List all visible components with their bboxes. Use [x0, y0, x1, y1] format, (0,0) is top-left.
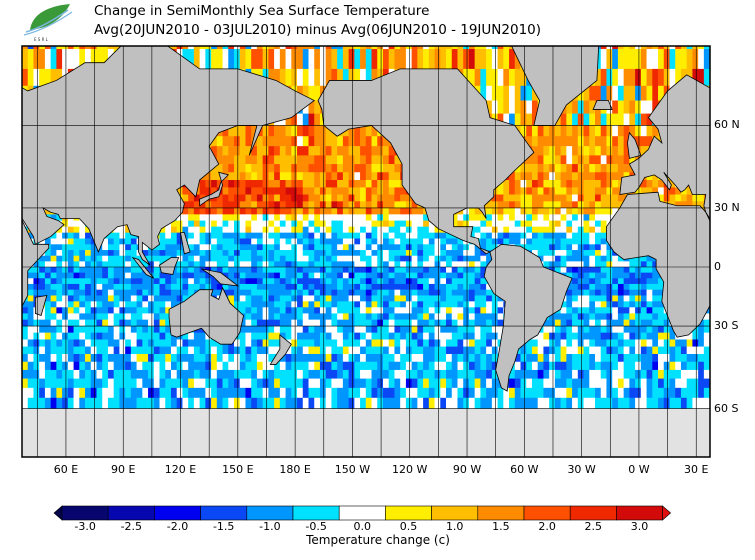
colorbar-tick-label: 0.0: [353, 520, 372, 533]
colorbar-tick-label: -3.0: [74, 520, 96, 533]
sst-change-map: [21, 45, 711, 458]
colorbar-swatch: [338, 505, 386, 521]
colorbar-swatch: [107, 505, 155, 521]
colorbar-swatch: [154, 505, 201, 521]
colorbar-tick-label: 2.0: [538, 520, 556, 533]
lon-label: 90 E: [110, 463, 136, 476]
colorbar-under-arrow: [53, 505, 63, 521]
lat-label: 30 N: [714, 200, 740, 214]
colorbar-tick-label: -0.5: [305, 520, 327, 533]
colorbar-tick-label: 3.0: [630, 520, 649, 533]
lat-label: 60 N: [714, 118, 740, 132]
colorbar-tick-label: 1.0: [445, 520, 464, 533]
lon-label: 30 W: [567, 463, 596, 476]
colorbar-swatch: [477, 505, 525, 521]
lat-label: 0: [714, 260, 721, 273]
lon-label: 120 E: [164, 463, 197, 476]
colorbar-swatch: [200, 505, 248, 521]
colorbar-tick-label: -2.0: [166, 520, 189, 533]
lon-label: 60 W: [510, 463, 539, 476]
colorbar-swatch: [569, 505, 617, 521]
colorbar-swatch: [246, 505, 294, 521]
colorbar-swatch: [523, 505, 571, 521]
lon-label: 180 E: [279, 463, 311, 476]
colorbar-swatch: [431, 505, 479, 521]
chart-title: Change in SemiMonthly Sea Surface Temper…: [94, 3, 430, 19]
lon-label: 150 W: [334, 463, 371, 476]
colorbar-tick-label: -2.5: [120, 520, 143, 533]
colorbar-swatch: [292, 505, 340, 521]
colorbar-tick-label: 1.5: [492, 520, 510, 533]
colorbar-swatch: [61, 505, 109, 521]
chart-subtitle: Avg(20JUN2010 - 03JUL2010) minus Avg(06J…: [94, 22, 542, 38]
lon-label: 60 E: [53, 463, 79, 476]
landmasses: [22, 46, 710, 392]
lon-label: 0 W: [628, 463, 650, 476]
map-frame: [21, 45, 711, 458]
colorbar-over-arrow: [662, 505, 672, 521]
lon-label: 150 E: [222, 463, 254, 476]
colorbar-swatch: [385, 505, 432, 521]
colorbar-tick-label: 2.5: [584, 520, 603, 533]
lon-label: 120 W: [392, 463, 428, 476]
lat-label: 60 S: [714, 401, 739, 415]
colorbar-tick-label: -1.5: [212, 520, 235, 533]
colorbar-tick-label: 0.5: [399, 520, 418, 533]
noaa-esrl-logo: E S R L: [23, 4, 73, 42]
colorbar-tick-label: -1.0: [259, 520, 281, 533]
svg-text:E S R L: E S R L: [34, 37, 49, 42]
colorbar-title: Temperature change (c): [306, 533, 450, 547]
colorbar-swatch: [616, 505, 663, 521]
lat-label: 30 S: [714, 319, 739, 333]
graticule: [22, 46, 710, 457]
lon-label: 90 W: [452, 463, 482, 476]
lon-label: 30 E: [683, 463, 709, 476]
